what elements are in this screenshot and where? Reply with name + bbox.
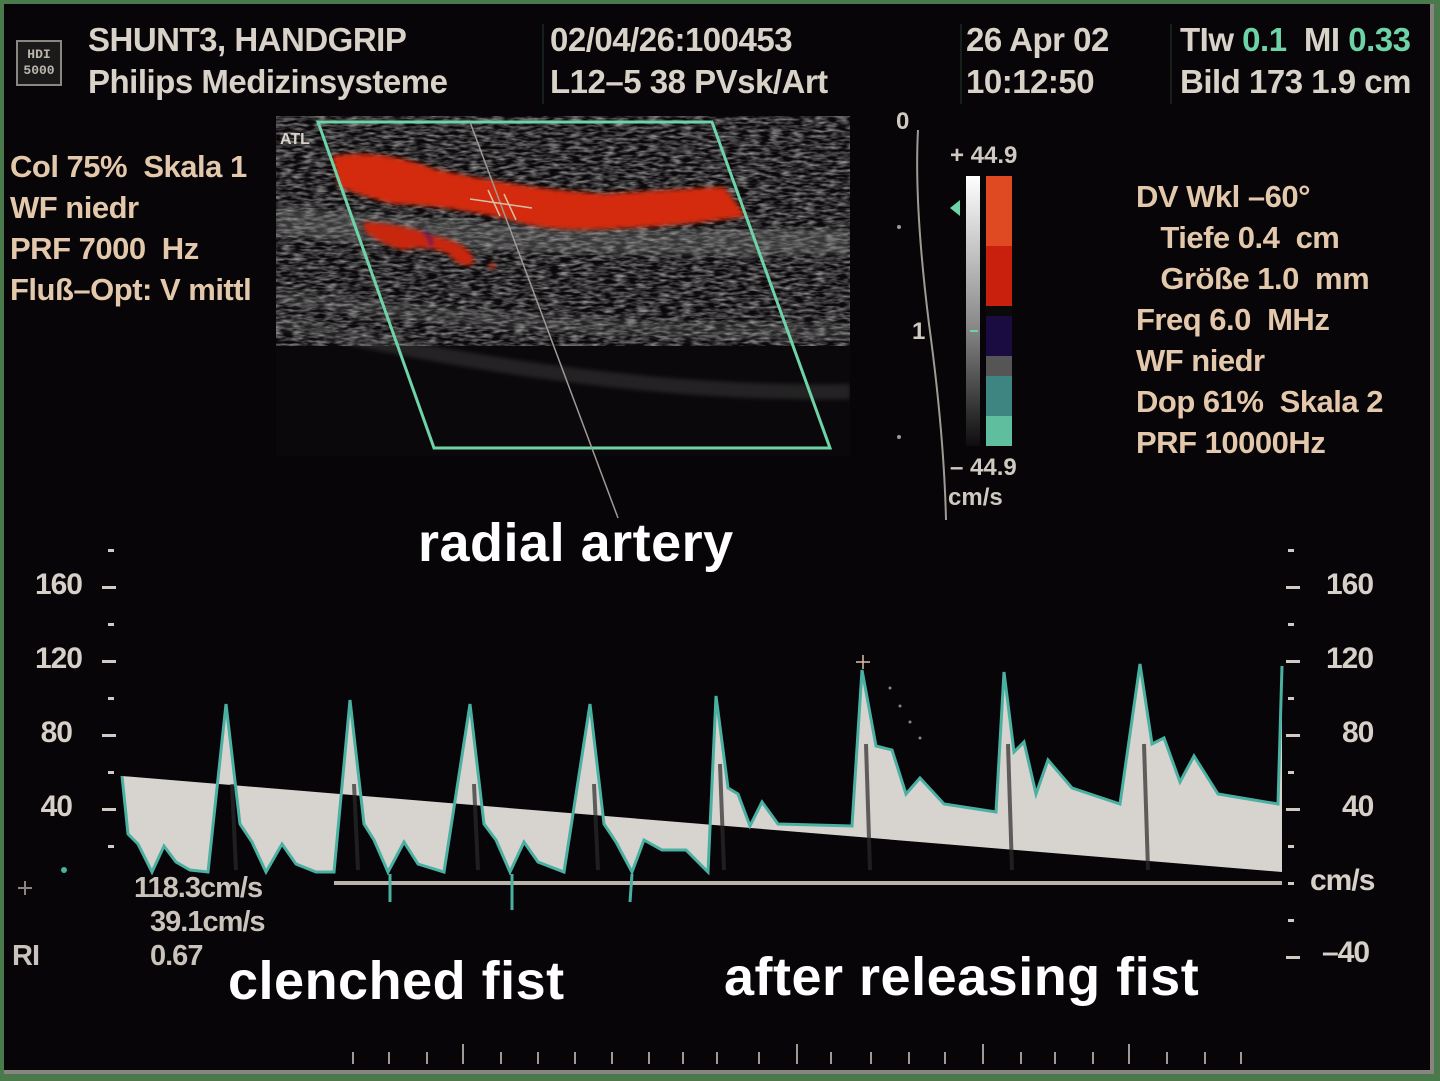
phase-annotation-released: after releasing fist xyxy=(724,947,1200,1007)
doppler-cursor-line xyxy=(469,121,619,519)
doppler-param: Größe 1.0 mm xyxy=(1136,261,1370,296)
header-divider xyxy=(1170,24,1172,104)
color-param: Col 75% Skala 1 xyxy=(10,149,247,184)
doppler-param: PRF 10000Hz xyxy=(1136,425,1326,460)
left-axis-label: 120 xyxy=(34,642,83,675)
color-param: Fluß–Opt: V mittl xyxy=(10,272,252,307)
color-param: PRF 7000 Hz xyxy=(10,231,199,266)
color-param: WF niedr xyxy=(10,190,139,225)
right-axis-label: –40 xyxy=(1322,936,1370,969)
color-velocity-bar xyxy=(986,176,1012,446)
hdi-5000-logo-icon: HDI 5000 xyxy=(16,40,62,86)
right-axis-label: 120 xyxy=(1326,642,1374,675)
bmode-colorflow-image: ATL xyxy=(18,116,1300,1064)
patient-name: SHUNT3, HANDGRIP xyxy=(88,21,407,58)
left-axis-label: 40 xyxy=(40,790,73,823)
mi-label: MI xyxy=(1303,21,1340,58)
logo-line1: HDI xyxy=(27,47,51,62)
manufacturer: Philips Medizinsysteme xyxy=(88,63,448,100)
doppler-param: DV Wkl –60° xyxy=(1136,179,1311,214)
left-axis-label: 80 xyxy=(40,716,73,749)
doppler-param: Freq 6.0 MHz xyxy=(1136,302,1330,337)
ultrasound-screen: HDI 5000 SHUNT3, HANDGRIP Philips Medizi… xyxy=(4,4,1434,1074)
color-scale-unit: cm/s xyxy=(948,484,1003,511)
right-axis-label: 160 xyxy=(1326,568,1374,601)
peak-velocity: 118.3cm/s xyxy=(134,872,263,904)
color-scale-max: + 44.9 xyxy=(950,142,1018,169)
left-velocity-axis xyxy=(102,549,116,848)
grayscale-bar xyxy=(966,176,980,446)
depth-scale xyxy=(916,129,947,521)
logo-line2: 5000 xyxy=(23,63,55,78)
tiw-value: 0.1 xyxy=(1242,21,1287,58)
vessel-annotation: radial artery xyxy=(418,513,734,573)
header-divider xyxy=(542,24,544,104)
doppler-param: Tiefe 0.4 cm xyxy=(1136,220,1340,255)
doppler-param: WF niedr xyxy=(1136,343,1265,378)
ri-value: 0.67 xyxy=(150,940,203,972)
color-flow-vessel xyxy=(332,154,746,269)
ri-label: RI xyxy=(12,940,40,972)
tiw-label: TIw xyxy=(1180,21,1234,58)
left-axis-label: 160 xyxy=(34,568,83,601)
depth-label-0: 0 xyxy=(896,108,910,135)
exam-time: 10:12:50 xyxy=(966,63,1095,100)
phase-annotation-clenched: clenched fist xyxy=(228,951,565,1011)
sample-gate-icon xyxy=(469,189,533,221)
peak-caliper-icon xyxy=(856,655,870,669)
exam-date: 26 Apr 02 xyxy=(966,21,1109,58)
spectral-doppler-trace xyxy=(120,663,1284,876)
reverse-flow-dips xyxy=(388,873,634,910)
baseline-marker-icon xyxy=(950,200,960,216)
frame-info: Bild 173 1.9 cm xyxy=(1180,63,1411,100)
exam-id: 02/04/26:100453 xyxy=(550,21,793,58)
doppler-param: Dop 61% Skala 2 xyxy=(1136,384,1384,419)
right-axis-label: 80 xyxy=(1342,716,1374,749)
right-axis-label: 40 xyxy=(1342,790,1374,823)
atl-mark: ATL xyxy=(280,131,310,148)
mi-value: 0.33 xyxy=(1348,21,1411,58)
caliper-marker-icon xyxy=(18,881,32,895)
end-diastolic-velocity: 39.1cm/s xyxy=(150,906,266,938)
spectrum-unit-label: cm/s xyxy=(1310,864,1375,897)
color-scale-min: – 44.9 xyxy=(950,454,1017,481)
caliper-dots xyxy=(888,686,922,740)
right-velocity-axis xyxy=(1286,549,1300,959)
transducer-preset: L12–5 38 PVsk/Art xyxy=(550,63,828,100)
color-box xyxy=(315,120,833,450)
thermal-mechanical-index: TIw 0.1 MI 0.33 xyxy=(1180,20,1411,60)
header-divider xyxy=(960,24,962,104)
depth-label-1: 1 xyxy=(912,318,926,345)
time-axis xyxy=(352,1044,1242,1064)
envelope-trace xyxy=(120,663,1284,876)
